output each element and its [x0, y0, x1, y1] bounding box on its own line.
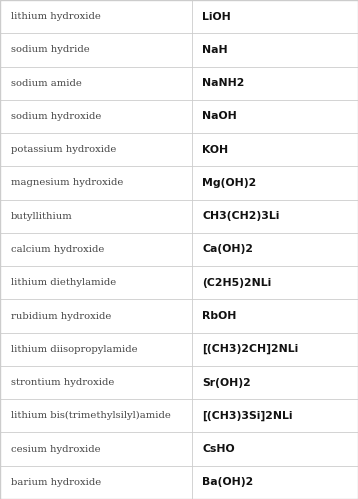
Text: butyllithium: butyllithium [11, 212, 72, 221]
Text: RbOH: RbOH [202, 311, 237, 321]
Text: cesium hydroxide: cesium hydroxide [11, 445, 100, 454]
Text: Sr(OH)2: Sr(OH)2 [202, 378, 251, 388]
Text: potassium hydroxide: potassium hydroxide [11, 145, 116, 154]
Text: lithium diethylamide: lithium diethylamide [11, 278, 116, 287]
Text: rubidium hydroxide: rubidium hydroxide [11, 311, 111, 320]
Text: lithium hydroxide: lithium hydroxide [11, 12, 101, 21]
Text: CH3(CH2)3Li: CH3(CH2)3Li [202, 211, 280, 221]
Text: [(CH3)3Si]2NLi: [(CH3)3Si]2NLi [202, 411, 293, 421]
Text: KOH: KOH [202, 145, 228, 155]
Text: calcium hydroxide: calcium hydroxide [11, 245, 104, 254]
Text: NaH: NaH [202, 45, 228, 55]
Text: sodium hydride: sodium hydride [11, 45, 90, 54]
Text: LiOH: LiOH [202, 11, 231, 21]
Text: sodium amide: sodium amide [11, 79, 82, 88]
Text: strontium hydroxide: strontium hydroxide [11, 378, 114, 387]
Text: Ba(OH)2: Ba(OH)2 [202, 478, 253, 488]
Text: barium hydroxide: barium hydroxide [11, 478, 101, 487]
Text: magnesium hydroxide: magnesium hydroxide [11, 179, 123, 188]
Text: sodium hydroxide: sodium hydroxide [11, 112, 101, 121]
Text: Ca(OH)2: Ca(OH)2 [202, 245, 253, 254]
Text: (C2H5)2NLi: (C2H5)2NLi [202, 278, 271, 288]
Text: NaNH2: NaNH2 [202, 78, 245, 88]
Text: Mg(OH)2: Mg(OH)2 [202, 178, 257, 188]
Text: [(CH3)2CH]2NLi: [(CH3)2CH]2NLi [202, 344, 299, 354]
Text: lithium bis(trimethylsilyl)amide: lithium bis(trimethylsilyl)amide [11, 411, 171, 420]
Text: lithium diisopropylamide: lithium diisopropylamide [11, 345, 137, 354]
Text: NaOH: NaOH [202, 111, 237, 121]
Text: CsHO: CsHO [202, 444, 235, 454]
